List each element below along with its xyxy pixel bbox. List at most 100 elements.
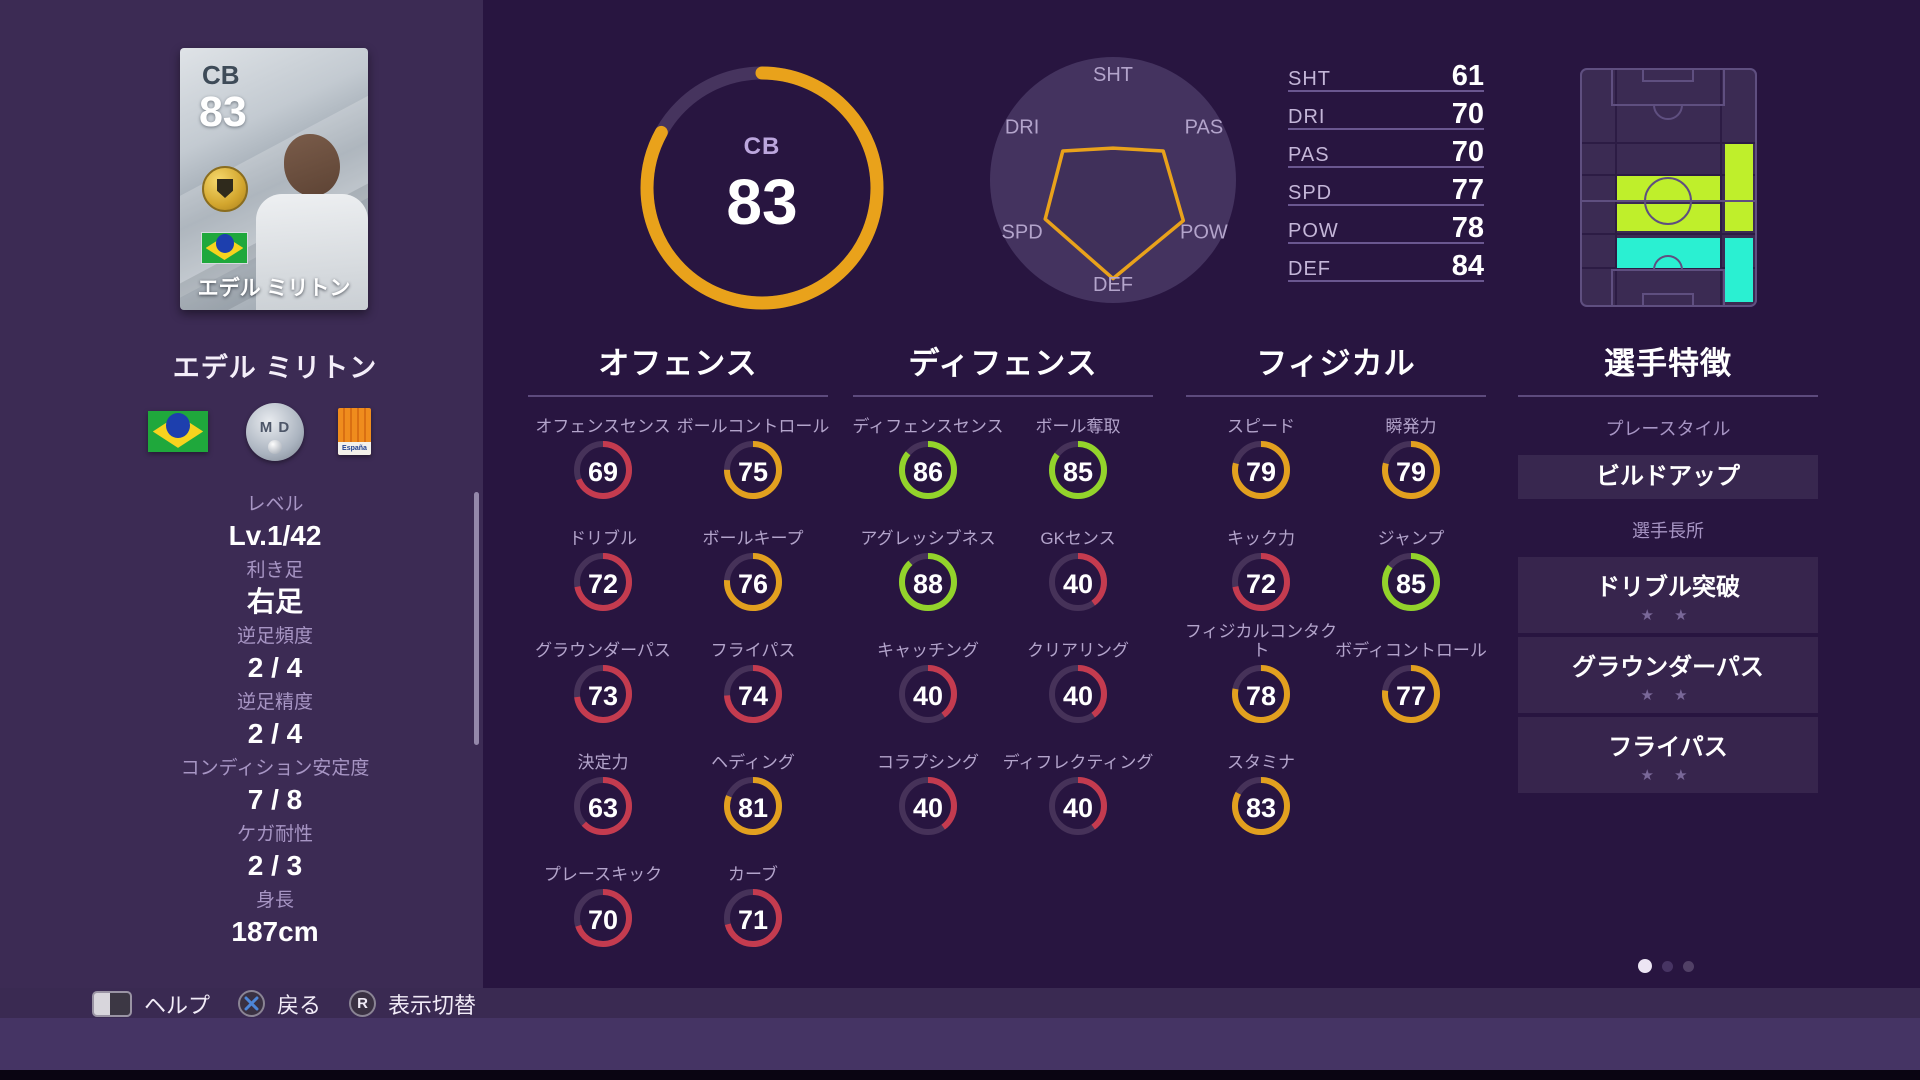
strength-stars: ★ ★	[1640, 607, 1696, 624]
stat-item: フィジカルコンタクト 78	[1185, 621, 1337, 733]
page-dot-active[interactable]	[1638, 959, 1652, 973]
playstyle-value[interactable]: ビルドアップ	[1518, 455, 1818, 499]
stat-item: カーブ 71	[678, 845, 828, 957]
info-label: 逆足精度	[236, 692, 313, 713]
help-button[interactable]: ヘルプ	[144, 992, 211, 1018]
stat-ring: 72	[1232, 553, 1290, 611]
svg-text:79: 79	[1396, 457, 1426, 487]
summary-label: DRI	[1288, 106, 1326, 128]
brazil-flag-icon	[201, 232, 248, 264]
page-dots	[1638, 958, 1694, 974]
info-value: 187cm	[231, 916, 319, 947]
page-dot[interactable]	[1683, 960, 1694, 972]
svg-text:72: 72	[1246, 569, 1276, 599]
stat-label: 決定力	[577, 753, 629, 773]
info-label: 利き足	[246, 560, 304, 581]
stat-item: GKセンス 40	[1003, 509, 1153, 621]
summary-label: POW	[1288, 220, 1339, 242]
toggle-view-button[interactable]: 表示切替	[388, 992, 477, 1018]
strength-item[interactable]: フライパス ★ ★	[1518, 717, 1818, 793]
stat-ring: 70	[574, 889, 632, 947]
summary-label: SPD	[1288, 182, 1333, 204]
stat-ring: 69	[574, 441, 632, 499]
stat-item: ボディコントロール 77	[1335, 621, 1487, 733]
svg-text:40: 40	[1063, 681, 1093, 711]
page-dot[interactable]	[1662, 960, 1673, 972]
svg-text:40: 40	[1063, 569, 1093, 599]
stat-ring: 85	[1049, 441, 1107, 499]
svg-text:70: 70	[588, 905, 618, 935]
stat-item: ボールキープ 76	[678, 509, 828, 621]
stat-ring: 76	[724, 553, 782, 611]
info-label: ケガ耐性	[236, 824, 313, 845]
stat-item: 瞬発力 79	[1336, 397, 1486, 509]
strength-label: ドリブル突破	[1596, 574, 1740, 601]
stat-label: スピード	[1227, 417, 1295, 437]
stat-label: ボディコントロール	[1335, 641, 1487, 661]
playstyle-label: プレースタイル	[1605, 419, 1731, 439]
stat-label: プレースキック	[543, 865, 663, 885]
summary-row: DRI 70	[1288, 98, 1484, 130]
stat-ring: 73	[574, 665, 632, 723]
stat-item: オフェンスセンス 69	[528, 397, 678, 509]
summary-row: SHT 61	[1288, 60, 1484, 92]
strength-item[interactable]: ドリブル突破 ★ ★	[1518, 557, 1818, 633]
stat-item: ディフレクティング 40	[1003, 733, 1153, 845]
stat-ring: 63	[574, 777, 632, 835]
cross-button-icon[interactable]	[238, 990, 266, 1017]
strengths-label: 選手長所	[1632, 521, 1704, 541]
svg-text:63: 63	[588, 793, 618, 823]
touchpad-button-icon[interactable]	[92, 990, 132, 1017]
stat-item: アグレッシブネス 88	[853, 509, 1003, 621]
r-button-icon[interactable]: R	[349, 990, 377, 1017]
svg-text:DRI: DRI	[1005, 117, 1039, 139]
strength-stars: ★ ★	[1640, 687, 1696, 704]
summary-row: SPD 77	[1288, 174, 1484, 206]
summary-label: PAS	[1288, 144, 1330, 166]
sidebar: CB 83 エデル ミリトン エデル ミリトン M D España レベル Lv…	[0, 0, 483, 988]
stat-ring: 81	[724, 777, 782, 835]
stat-label: クリアリング	[1027, 641, 1129, 661]
summary-value: 70	[1451, 98, 1484, 130]
stat-ring: 74	[724, 665, 782, 723]
svg-text:40: 40	[913, 793, 943, 823]
summary-row: PAS 70	[1288, 136, 1484, 168]
stat-label: アグレッシブネス	[860, 529, 996, 549]
stat-label: キャッチング	[877, 641, 979, 661]
svg-text:76: 76	[738, 569, 768, 599]
stat-label: ディフレクティング	[1002, 753, 1154, 773]
bottom-bar	[0, 988, 1920, 1018]
stat-label: フライパス	[710, 641, 796, 661]
stat-label: ボール奪取	[1035, 417, 1121, 437]
traits-panel: 選手特徴 プレースタイル ビルドアップ 選手長所 ドリブル突破 ★ ★ グラウンダー…	[1518, 338, 1818, 797]
overall-rating-donut: CB 83	[637, 63, 887, 313]
svg-text:73: 73	[588, 681, 618, 711]
stat-label: オフェンスセンス	[535, 417, 671, 437]
svg-text:DEF: DEF	[1093, 274, 1133, 296]
info-label: 身長	[255, 890, 294, 911]
card-position-label: CB	[202, 60, 240, 90]
strength-stars: ★ ★	[1640, 767, 1696, 784]
player-card: CB 83 エデル ミリトン	[180, 48, 368, 310]
column-grid: オフェンスセンス 69 ボールコントロール 75 ドリブル 72 ボールキープ 76 グラウンダ…	[528, 397, 829, 957]
strength-item[interactable]: グラウンダーパス ★ ★	[1518, 637, 1818, 713]
info-value: 2 / 3	[247, 850, 303, 881]
info-value: 右足	[246, 586, 303, 617]
svg-text:81: 81	[738, 793, 768, 823]
svg-text:86: 86	[913, 457, 943, 487]
card-rating: 83	[199, 88, 247, 136]
stat-item: ジャンプ 85	[1336, 509, 1486, 621]
sidebar-scrollbar[interactable]	[474, 492, 479, 745]
info-item: 逆足精度 2 / 4	[90, 690, 460, 756]
svg-text:POW: POW	[1180, 222, 1228, 244]
stat-ring: 77	[1382, 665, 1440, 723]
summary-value: 78	[1451, 212, 1484, 244]
back-button[interactable]: 戻る	[277, 992, 322, 1018]
stat-ring: 79	[1232, 441, 1290, 499]
svg-text:74: 74	[738, 681, 768, 711]
stat-item: フライパス 74	[678, 621, 828, 733]
stat-label: グラウンダーパス	[535, 641, 671, 661]
stat-label: スタミナ	[1227, 753, 1295, 773]
stat-ring: 72	[574, 553, 632, 611]
